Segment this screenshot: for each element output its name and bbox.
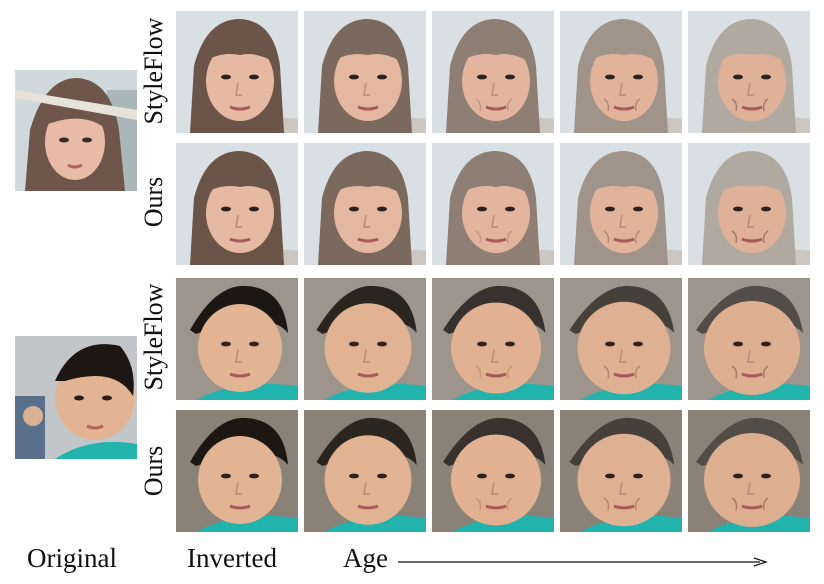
row-label-styleflow-2: StyleFlow: [139, 283, 168, 391]
face-tile-ours-woman-age-1: [304, 143, 426, 265]
face-tile-ours-boy-age-4: [688, 410, 810, 532]
face-tile-styleflow-woman-age-2: [432, 11, 554, 133]
face-tile-styleflow-boy-age-1: [304, 278, 426, 400]
face-tile-ours-woman-age-4: [688, 143, 810, 265]
face-tile-ours-woman-inverted: [176, 143, 298, 265]
face-tile-styleflow-woman-age-4: [688, 11, 810, 133]
face-tile-ours-woman-age-2: [432, 143, 554, 265]
face-tile-styleflow-woman-age-3: [560, 11, 682, 133]
face-tile-styleflow-boy-inverted: [176, 278, 298, 400]
face-tile-styleflow-boy-age-3: [560, 278, 682, 400]
original-image-boy: [15, 336, 137, 459]
face-tile-styleflow-woman-age-1: [304, 11, 426, 133]
row-label-ours-2: Ours: [139, 445, 168, 497]
face-tile-ours-boy-age-1: [304, 410, 426, 532]
original-image-woman: [15, 70, 137, 191]
row-label-ours-1: Ours: [139, 176, 168, 228]
row-label-styleflow-1: StyleFlow: [139, 17, 168, 125]
label-original: Original: [27, 543, 117, 573]
face-tile-ours-boy-inverted: [176, 410, 298, 532]
age-arrow-icon: [398, 557, 768, 567]
face-tile-ours-boy-age-2: [432, 410, 554, 532]
face-tile-styleflow-boy-age-4: [688, 278, 810, 400]
label-inverted: Inverted: [187, 543, 277, 573]
face-tile-ours-woman-age-3: [560, 143, 682, 265]
face-tile-styleflow-boy-age-2: [432, 278, 554, 400]
face-tile-ours-boy-age-3: [560, 410, 682, 532]
label-age: Age: [343, 543, 388, 573]
face-tile-styleflow-woman-inverted: [176, 11, 298, 133]
